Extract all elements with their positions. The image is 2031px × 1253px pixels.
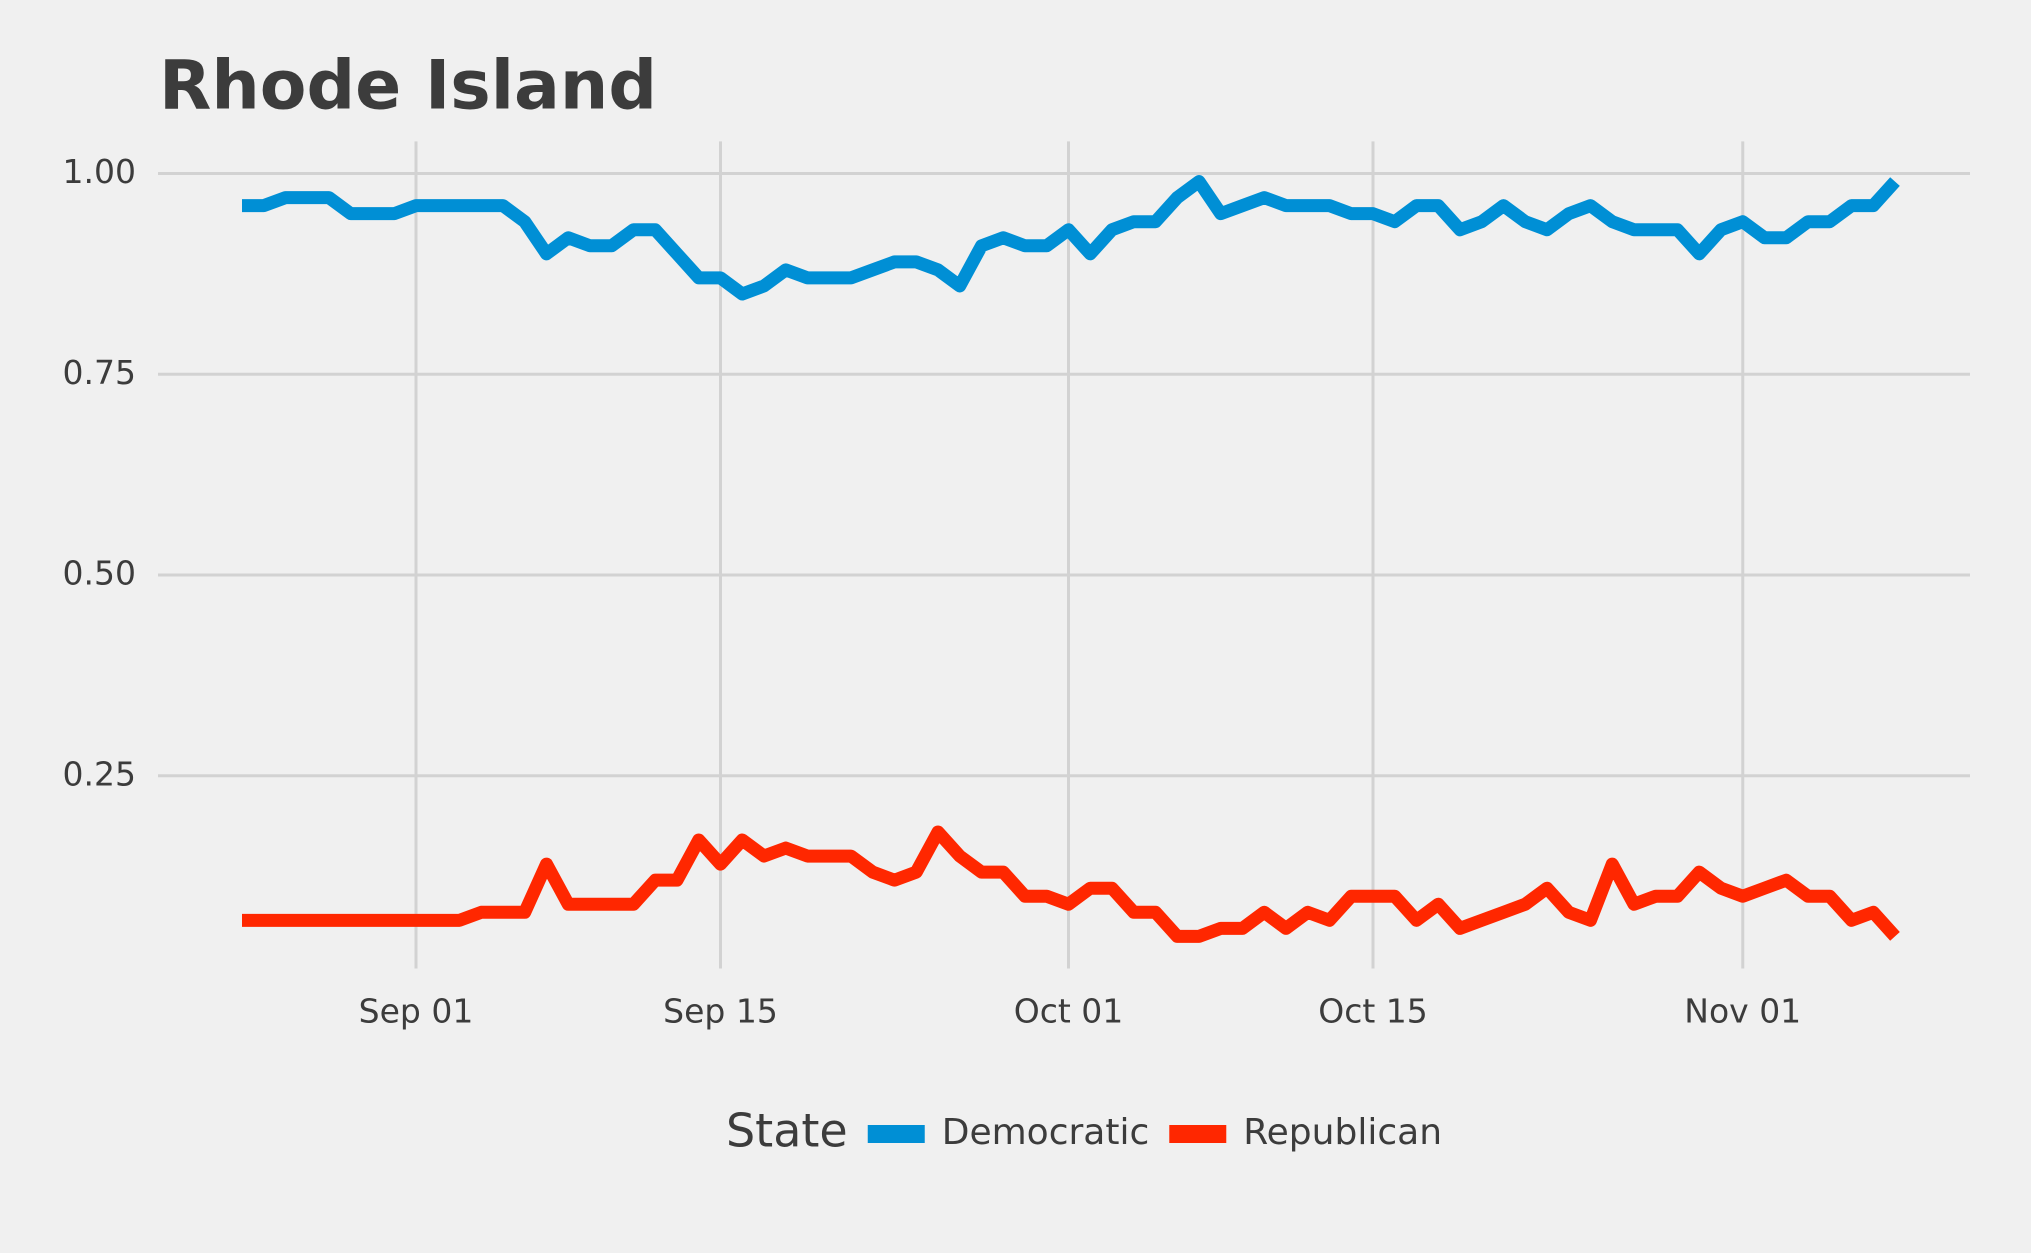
legend-title: State bbox=[726, 1104, 848, 1158]
line-series bbox=[242, 175, 1900, 301]
legend-swatch bbox=[1169, 1125, 1227, 1143]
x-tick-label: Oct 01 bbox=[1014, 992, 1124, 1031]
chart-title: Rhode Island bbox=[159, 47, 657, 126]
x-tick-label: Sep 15 bbox=[663, 992, 778, 1031]
x-tick-label: Sep 01 bbox=[359, 992, 474, 1031]
x-tick-label: Nov 01 bbox=[1684, 992, 1801, 1031]
legend-label: Democratic bbox=[942, 1112, 1150, 1153]
legend-swatch bbox=[867, 1125, 925, 1143]
y-tick-label: 1.00 bbox=[63, 152, 136, 191]
y-tick-label: 0.25 bbox=[63, 754, 136, 793]
line-series bbox=[242, 825, 1900, 943]
y-tick-label: 0.75 bbox=[63, 353, 136, 392]
y-tick-label: 0.50 bbox=[63, 554, 136, 593]
x-tick-label: Oct 15 bbox=[1318, 992, 1428, 1031]
legend-label: Republican bbox=[1243, 1112, 1442, 1153]
